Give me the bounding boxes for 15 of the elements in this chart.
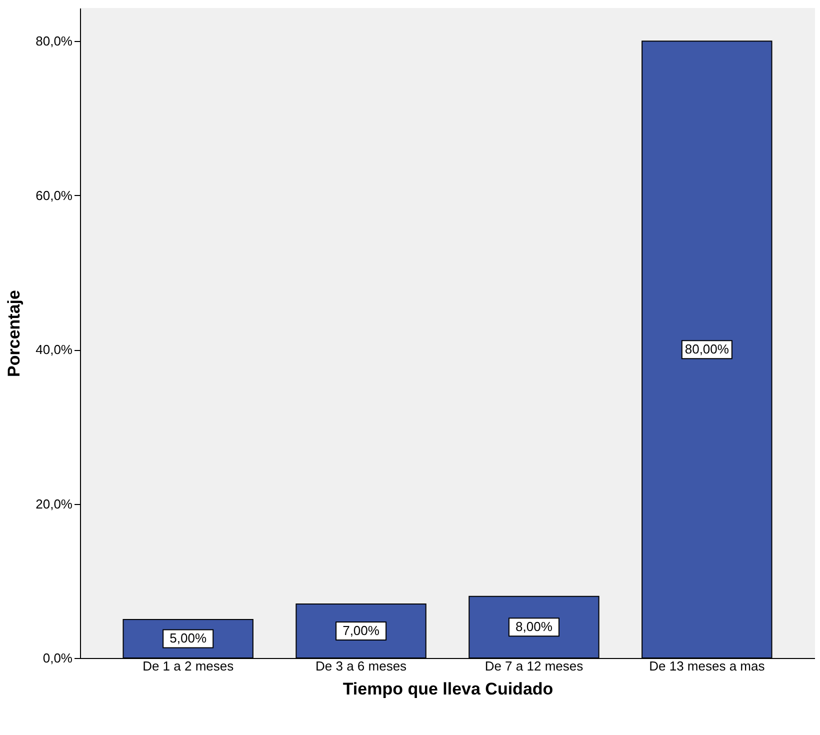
- data-label: 5,00%: [170, 630, 207, 646]
- y-tick-label: 0,0%: [42, 650, 73, 666]
- y-tick-label: 80,0%: [36, 34, 73, 49]
- x-tick-label: De 13 meses a mas: [649, 658, 766, 674]
- x-axis-title: Tiempo que lleva Cuidado: [342, 680, 554, 698]
- y-tick-label: 20,0%: [36, 496, 73, 512]
- y-tick-label: 40,0%: [36, 342, 73, 358]
- x-tick-label: De 3 a 6 meses: [316, 658, 408, 674]
- x-tick-label: De 1 a 2 meses: [142, 658, 234, 674]
- x-tick-label: De 7 a 12 meses: [484, 658, 584, 674]
- data-label: 7,00%: [342, 623, 380, 638]
- data-label: 8,00%: [516, 619, 553, 634]
- y-axis-title: Porcentaje: [4, 290, 24, 377]
- y-tick-label: 60,0%: [36, 188, 73, 203]
- data-label: 80,00%: [684, 342, 730, 357]
